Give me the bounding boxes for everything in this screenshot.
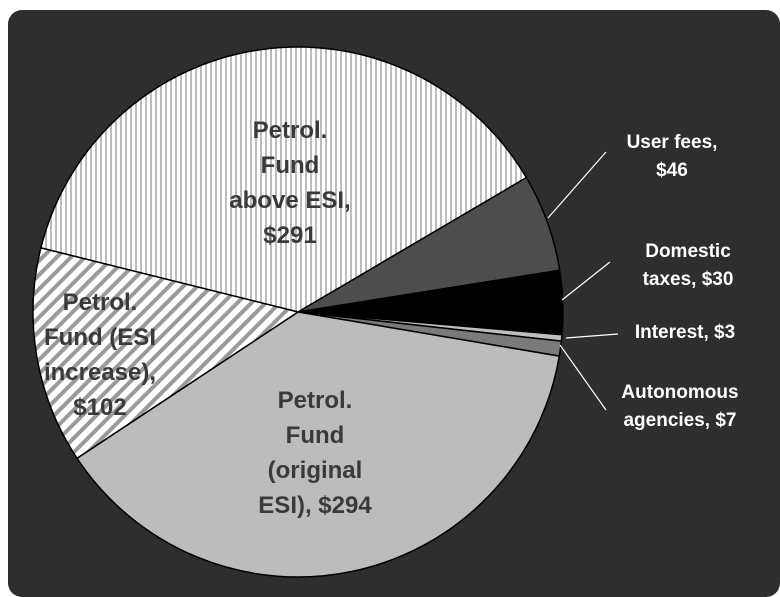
- pie-slice: [32, 246, 300, 460]
- data-label: Autonomous agencies, $7: [621, 382, 739, 431]
- pie-slice: [75, 311, 561, 578]
- leader-line: [547, 151, 607, 219]
- leader-line: [561, 261, 611, 301]
- leader-line: [565, 333, 619, 339]
- data-label: User fees, $46: [626, 132, 718, 181]
- data-label: Domestic taxes, $30: [642, 241, 734, 290]
- leader-line: [559, 344, 607, 411]
- data-label: Petrol. Fund (ESI increase), $102: [43, 289, 157, 421]
- data-label: Petrol. Fund (original ESI), $294: [258, 387, 372, 519]
- data-label: Interest, $3: [634, 322, 736, 343]
- pie-slice: [39, 46, 528, 313]
- data-label: Petrol. Fund above ESI, $291: [229, 117, 351, 249]
